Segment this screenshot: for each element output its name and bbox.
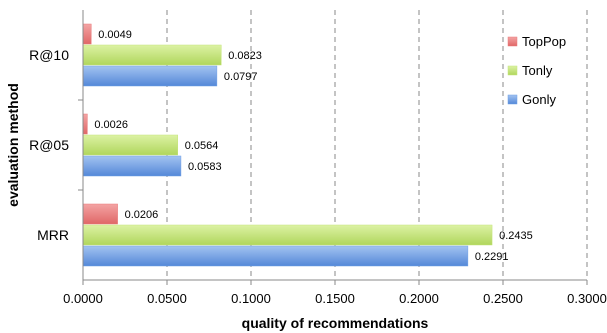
legend-swatch-tonly: [507, 65, 518, 76]
data-label-tonly-mrr: 0.2435: [499, 230, 533, 242]
category-labels: R@10 R@05 MRR: [29, 47, 69, 243]
bar-toppop-r-05: [82, 113, 88, 135]
category-label-r-05: R@05: [29, 137, 69, 153]
x-tick-label: 0.2000: [399, 291, 439, 306]
bar-gonly-r-05: [82, 155, 182, 177]
bars: [82, 23, 493, 267]
data-label-gonly-r-10: 0.0797: [224, 71, 258, 83]
data-label-gonly-r-05: 0.0583: [188, 161, 222, 173]
data-labels: 0.0049 0.0823 0.0797 0.0026 0.0564 0.0583 0.02…: [94, 29, 532, 263]
data-label-gonly-mrr: 0.2291: [475, 251, 509, 263]
x-tick-label: 0.0000: [63, 291, 103, 306]
legend-label-gonly: Gonly: [522, 92, 556, 107]
bar-gonly-mrr: [82, 245, 469, 267]
x-tick-label: 0.1500: [315, 291, 355, 306]
bar-toppop-r-10: [82, 23, 92, 45]
bar-tonly-mrr: [82, 224, 493, 246]
x-axis-title: quality of recommendations: [242, 315, 429, 331]
x-tick-label: 0.3000: [567, 291, 607, 306]
legend-label-tonly: Tonly: [522, 63, 553, 78]
legend-swatch-toppop: [507, 36, 518, 47]
data-label-toppop-r-10: 0.0049: [98, 29, 132, 41]
data-label-tonly-r-10: 0.0823: [228, 50, 262, 62]
bar-tonly-r-05: [82, 134, 179, 156]
y-axis-title: evaluation method: [5, 83, 21, 207]
x-tick-label: 0.2500: [483, 291, 523, 306]
x-tick-label: 0.0500: [147, 291, 187, 306]
tick-labels: 0.0000 0.0500 0.1000 0.1500 0.2000 0.2500 0.30…: [63, 99, 607, 306]
category-label-mrr: MRR: [37, 227, 69, 243]
legend: TopPop Tonly Gonly: [507, 34, 566, 107]
data-label-toppop-mrr: 0.0206: [125, 209, 159, 221]
legend-label-toppop: TopPop: [522, 34, 566, 49]
x-tick-label: 0.1000: [231, 291, 271, 306]
legend-swatch-gonly: [507, 94, 518, 105]
category-label-r-10: R@10: [29, 47, 69, 63]
bar-toppop-mrr: [82, 203, 118, 225]
data-label-tonly-r-05: 0.0564: [185, 140, 219, 152]
bar-gonly-r-10: [82, 65, 218, 87]
bar-tonly-r-10: [82, 44, 222, 66]
data-label-toppop-r-05: 0.0026: [94, 119, 128, 131]
